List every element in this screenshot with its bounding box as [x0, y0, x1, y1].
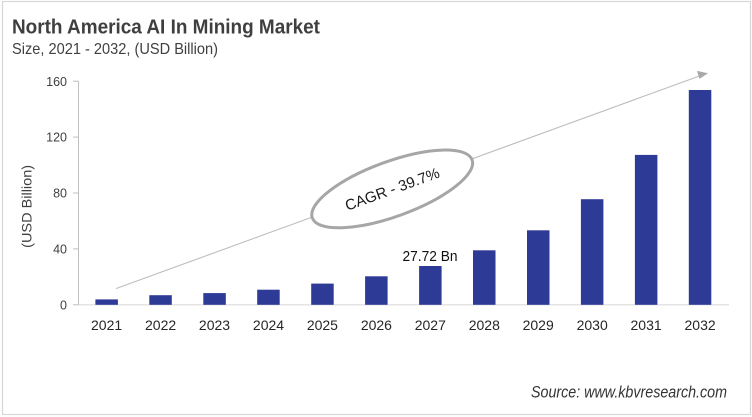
svg-text:120: 120 — [46, 131, 67, 145]
svg-text:2028: 2028 — [469, 317, 500, 333]
svg-text:Size, 2021 - 2032, (USD Billio: Size, 2021 - 2032, (USD Billion) — [12, 41, 218, 58]
svg-text:2025: 2025 — [307, 317, 338, 333]
svg-text:(USD Billion): (USD Billion) — [18, 165, 34, 248]
svg-text:North America AI In Mining Mar: North America AI In Mining Market — [12, 17, 320, 39]
svg-text:27.72 Bn: 27.72 Bn — [403, 249, 458, 265]
svg-text:2024: 2024 — [253, 317, 284, 333]
svg-text:2023: 2023 — [199, 317, 230, 333]
svg-text:2027: 2027 — [415, 317, 446, 333]
svg-text:2021: 2021 — [91, 317, 122, 333]
svg-text:160: 160 — [46, 75, 67, 89]
svg-text:2032: 2032 — [685, 317, 716, 333]
svg-text:2031: 2031 — [631, 317, 662, 333]
svg-text:0: 0 — [60, 298, 67, 312]
svg-text:40: 40 — [53, 243, 67, 257]
svg-text:80: 80 — [53, 187, 67, 201]
svg-text:2029: 2029 — [523, 317, 554, 333]
svg-text:2030: 2030 — [577, 317, 608, 333]
svg-text:2022: 2022 — [145, 317, 176, 333]
svg-text:Source: www.kbvresearch.com: Source: www.kbvresearch.com — [531, 383, 727, 402]
svg-text:2026: 2026 — [361, 317, 392, 333]
